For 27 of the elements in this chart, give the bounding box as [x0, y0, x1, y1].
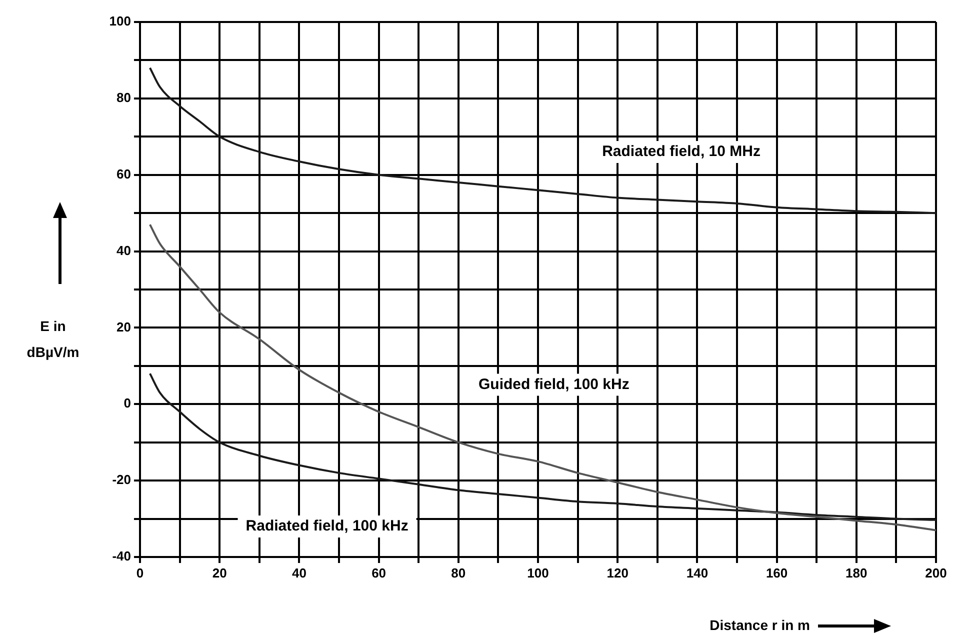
line-series — [148, 372, 936, 521]
x-axis-title: Distance r in m — [708, 617, 810, 633]
y-tick-label: 100 — [109, 14, 131, 29]
x-tick-label: 60 — [372, 565, 386, 580]
x-tick-label: 0 — [136, 565, 144, 580]
annotation: Radiated field, 10 MHz — [602, 143, 760, 160]
y-tick-label: 80 — [116, 90, 131, 106]
annotation: Radiated field, 100 kHz — [246, 518, 408, 535]
y-tick-label: -20 — [112, 472, 131, 488]
x-tick-label: 200 — [925, 565, 947, 580]
y-axis-title: E in dBµV/m — [26, 317, 80, 362]
x-tick-label: 180 — [846, 565, 868, 580]
y-tick-label: 0 — [124, 396, 131, 411]
y-tick-label: 40 — [116, 242, 131, 258]
x-tick-label: 120 — [606, 565, 628, 580]
x-tick-label: 100 — [527, 565, 549, 580]
line-series — [148, 66, 936, 214]
y-tick-label: 20 — [116, 319, 131, 334]
y-tick-label: 60 — [116, 166, 131, 182]
x-tick-label: 160 — [766, 565, 788, 580]
x-tick-label: 40 — [292, 565, 306, 580]
y-tick-label: -40 — [112, 548, 131, 564]
annotation: Guided field, 100 kHz — [478, 376, 630, 393]
x-tick-label: 20 — [212, 565, 227, 580]
x-tick-label: 140 — [686, 565, 708, 580]
line-series — [148, 224, 936, 532]
x-tick-label: 80 — [451, 565, 466, 580]
